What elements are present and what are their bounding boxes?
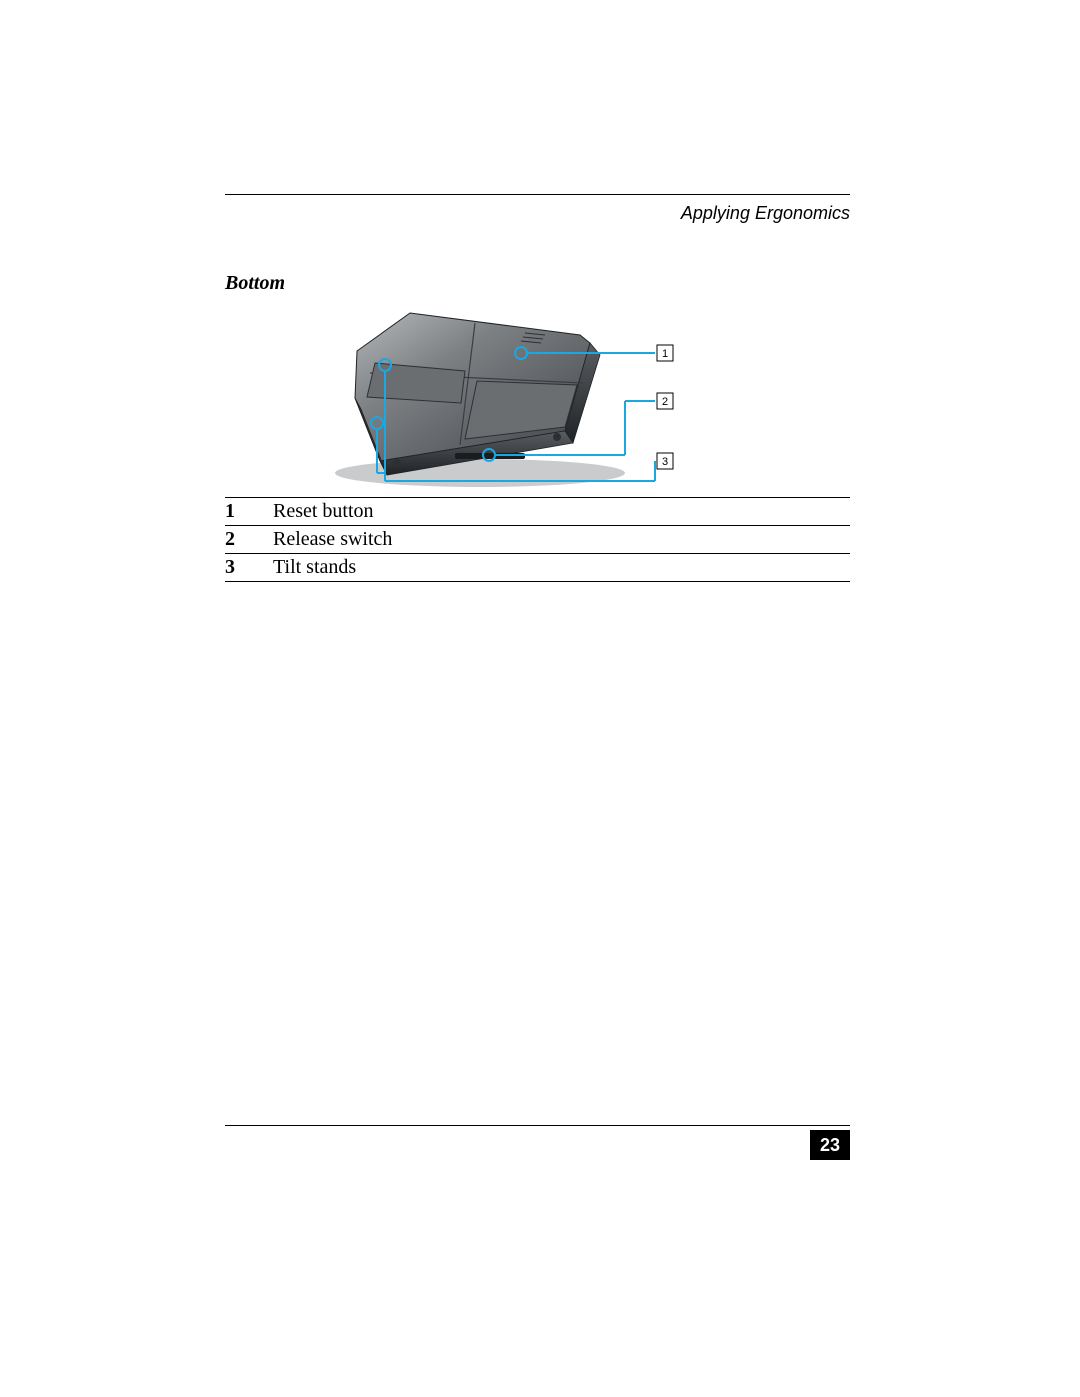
header-section-title: Applying Ergonomics [225,201,850,224]
legend-num: 1 [225,498,273,526]
page-number: 23 [810,1130,850,1160]
legend-num: 3 [225,554,273,582]
footer-rule [225,1125,850,1126]
table-row: 3 Tilt stands [225,554,850,582]
header-rule [225,194,850,195]
table-row: 2 Release switch [225,526,850,554]
content-area: Applying Ergonomics Bottom [225,194,850,582]
figure: 1 2 3 [225,303,850,493]
legend-text: Release switch [273,526,850,554]
callout-label-3: 3 [662,456,668,468]
device-diagram: 1 2 3 [225,303,850,493]
callout-label-1: 1 [662,348,668,360]
section-title: Bottom [225,272,850,295]
legend-text: Reset button [273,498,850,526]
callout-label-2: 2 [662,396,668,408]
legend-num: 2 [225,526,273,554]
table-row: 1 Reset button [225,498,850,526]
legend-text: Tilt stands [273,554,850,582]
page: Applying Ergonomics Bottom [0,0,1080,1397]
legend-table: 1 Reset button 2 Release switch 3 Tilt s… [225,497,850,582]
